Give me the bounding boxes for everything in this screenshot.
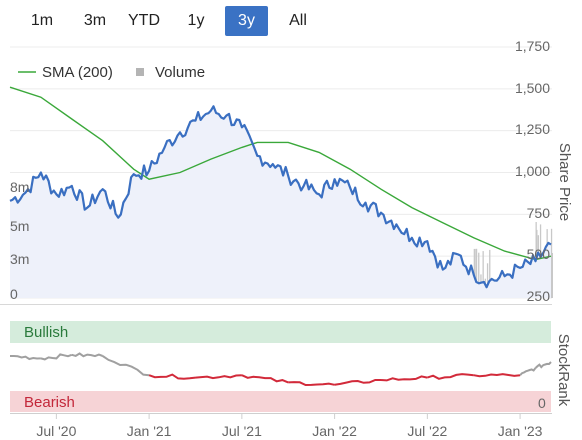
x-axis: Jul '20 Jan '21 Jul '21 Jan '22 Jul '22 Jan '…	[36, 413, 543, 439]
stockrank-axis-title: StockRank	[555, 334, 572, 407]
bearish-zone	[10, 391, 551, 412]
volume-bar	[473, 248, 476, 298]
volume-legend-swatch	[136, 68, 144, 76]
range-selector: 1m 3m YTD 1y 3y All	[0, 0, 582, 40]
stockrank-segment	[380, 375, 428, 382]
stockrank-segment	[334, 379, 381, 386]
price-tick-1250: 1,250	[515, 121, 550, 137]
stockrank-segment	[473, 373, 521, 378]
sma-200-line	[9, 86, 552, 261]
price-tick-1750: 1,750	[515, 38, 550, 54]
x-tick-label: Jul '22	[407, 423, 447, 439]
range-all-button[interactable]: All	[289, 12, 307, 29]
stockrank-segment	[195, 374, 242, 380]
stockrank-tick-0: 0	[538, 395, 546, 411]
volume-bar	[551, 253, 553, 298]
volume-tick-0: 0	[10, 286, 18, 302]
range-ytd-button[interactable]: YTD	[128, 12, 160, 29]
price-axis: 1,750 1,500 1,250 1,000 750 500 250	[515, 38, 550, 304]
bullish-label: Bullish	[24, 324, 68, 341]
price-area-fill	[10, 106, 551, 298]
volume-bar	[478, 252, 480, 298]
volume-bar	[475, 248, 478, 298]
range-1m-button[interactable]: 1m	[30, 12, 54, 29]
volume-bar	[489, 249, 491, 298]
x-tick-label: Jan '21	[127, 423, 172, 439]
volume-legend-label[interactable]: Volume	[155, 64, 205, 81]
bullish-zone	[10, 321, 551, 343]
stockrank-segment	[102, 355, 150, 377]
price-tick-500: 500	[527, 246, 551, 262]
volume-bar	[482, 251, 484, 298]
stockrank-segment	[519, 367, 537, 376]
share-price-axis-title: Share Price	[556, 143, 573, 221]
range-1y-button[interactable]: 1y	[187, 12, 205, 29]
stockrank-segment	[288, 381, 335, 387]
stockrank-segment	[10, 355, 41, 361]
price-tick-1000: 1,000	[515, 163, 550, 179]
volume-tick-3m: 3m	[10, 251, 29, 267]
sma-legend-label[interactable]: SMA (200)	[42, 64, 113, 81]
share-price-line	[9, 105, 552, 289]
stockrank-segment	[40, 353, 73, 361]
stockrank-segment	[426, 373, 474, 380]
x-tick-label: Jul '20	[36, 423, 76, 439]
price-tick-250: 250	[527, 288, 551, 304]
bearish-label: Bearish	[24, 394, 75, 411]
x-tick-label: Jul '21	[222, 423, 262, 439]
chart-legend: SMA (200) Volume	[18, 64, 205, 81]
x-tick-label: Jan '23	[498, 423, 543, 439]
stockrank-segment	[534, 361, 552, 369]
volume-axis: 8m 5m 3m 0	[10, 179, 29, 302]
volume-tick-8m: 8m	[10, 179, 29, 195]
volume-tick-5m: 5m	[10, 218, 29, 234]
price-tick-1500: 1,500	[515, 80, 550, 96]
volume-bar	[486, 263, 489, 298]
range-3y-button[interactable]: 3y	[225, 6, 268, 36]
stockrank-segment	[241, 374, 289, 384]
range-3m-button[interactable]: 3m	[83, 12, 107, 29]
stockrank-segment	[148, 373, 196, 380]
stockrank-line	[10, 352, 552, 387]
stockrank-pane: Bullish Bearish 0	[10, 321, 552, 412]
x-tick-label: Jan '22	[312, 423, 357, 439]
price-tick-750: 750	[527, 205, 551, 221]
stockrank-segment	[71, 352, 104, 358]
